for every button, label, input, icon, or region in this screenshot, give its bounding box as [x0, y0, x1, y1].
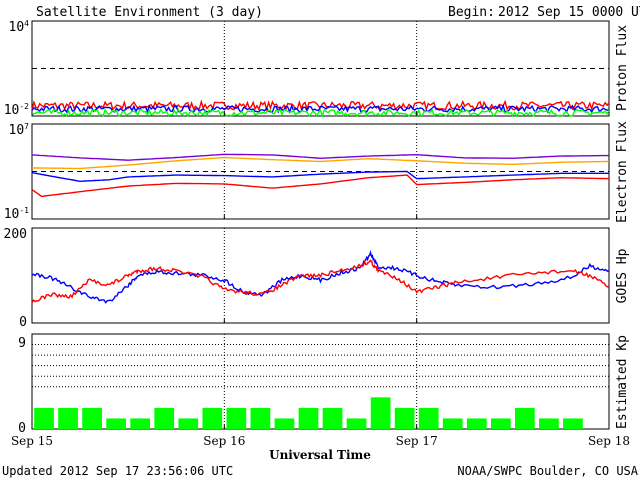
series-line — [31, 249, 610, 304]
begin-label: Begin: — [448, 5, 495, 20]
series-line — [31, 107, 610, 119]
credit-text: NOAA/SWPC Boulder, CO USA — [457, 464, 638, 478]
x-tick-label: Sep 17 — [396, 434, 438, 448]
kp-bar — [274, 418, 295, 429]
kp-bar — [514, 407, 535, 429]
estimated-kp-frame — [31, 333, 610, 430]
x-tick-label: Sep 15 — [11, 434, 53, 448]
kp-bar — [418, 407, 439, 429]
kp-bar — [202, 407, 223, 429]
series-line — [31, 153, 609, 161]
kp-bar — [106, 418, 127, 429]
kp-bar — [442, 418, 463, 429]
kp-bar — [58, 407, 78, 429]
goes-hp-panel: 200 0 GOES Hp — [4, 227, 630, 330]
electron-ytick-top: 107 — [9, 122, 30, 138]
kp-ytick-top: 9 — [18, 336, 26, 351]
kp-bar — [466, 418, 487, 429]
goes-hp-ylabel: GOES Hp — [615, 248, 630, 303]
x-axis: Sep 15 Sep 16 Sep 17 Sep 18 Universal Ti… — [11, 434, 630, 462]
series-line — [31, 170, 609, 183]
begin-date: 2012 Sep 15 0000 UTC — [498, 5, 640, 20]
page-title: Satellite Environment (3 day) — [36, 5, 263, 20]
goes-hp-frame — [31, 227, 610, 324]
x-axis-label: Universal Time — [269, 448, 371, 462]
x-tick-label: Sep 18 — [588, 434, 630, 448]
x-tick-label: Sep 16 — [203, 434, 245, 448]
proton-flux-ylabel: Proton Flux — [615, 25, 630, 111]
electron-flux-ylabel: Electron Flux — [615, 121, 630, 223]
kp-bar — [394, 407, 415, 429]
kp-bar — [322, 407, 343, 429]
electron-flux-panel: 107 10-1 Electron Flux — [4, 121, 630, 223]
series-line — [31, 174, 609, 198]
updated-timestamp: Updated 2012 Sep 17 23:56:06 UTC — [2, 464, 233, 478]
series-line — [31, 156, 609, 170]
kp-bar — [346, 418, 367, 429]
kp-bar — [34, 407, 54, 429]
kp-bar — [154, 407, 175, 429]
kp-bar — [226, 407, 247, 429]
kp-bar — [298, 407, 319, 429]
kp-bar — [370, 397, 391, 429]
series-line — [31, 259, 610, 304]
series-line — [31, 103, 610, 115]
proton-flux-panel: 104 10-2 Proton Flux — [4, 19, 630, 119]
goes-ytick-bottom: 0 — [19, 315, 27, 330]
kp-bar — [130, 418, 151, 429]
kp-bar — [82, 407, 102, 429]
kp-bar — [250, 407, 271, 429]
kp-bar — [539, 418, 559, 429]
proton-ytick-bottom: 10-2 — [4, 102, 29, 118]
electron-ytick-bottom: 10-1 — [4, 206, 29, 222]
kp-bar — [563, 418, 583, 429]
proton-ytick-top: 104 — [9, 19, 30, 35]
estimated-kp-ylabel: Estimated Kp — [615, 335, 630, 429]
kp-ytick-bottom: 0 — [18, 421, 26, 436]
estimated-kp-panel: 9 0 Estimated Kp — [18, 333, 630, 436]
kp-bar — [490, 418, 511, 429]
kp-bar — [178, 418, 199, 429]
goes-ytick-top: 200 — [4, 227, 27, 242]
